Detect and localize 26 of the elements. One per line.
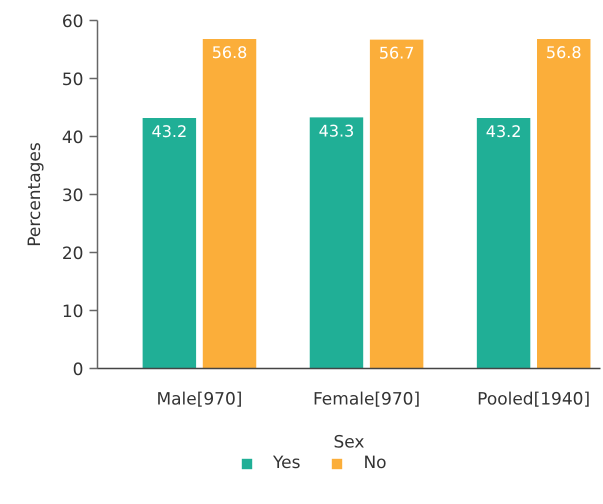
y-tick-label: 50 xyxy=(62,70,84,90)
y-tick-label: 40 xyxy=(62,128,84,148)
y-tick-label: 30 xyxy=(62,186,84,206)
data-label: 43.2 xyxy=(152,122,188,141)
y-tick-label: 60 xyxy=(62,12,84,32)
bar xyxy=(310,117,364,368)
data-label: 56.8 xyxy=(212,43,248,62)
bar xyxy=(537,39,590,368)
bar xyxy=(476,118,530,368)
bar xyxy=(142,118,196,368)
y-tick-label: 0 xyxy=(72,360,84,380)
data-label: 56.8 xyxy=(546,43,582,62)
x-tick-label: Pooled[1940] xyxy=(477,390,590,410)
x-tick-label: Female[970] xyxy=(312,390,420,410)
x-axis-title: Sex xyxy=(333,432,365,452)
data-label: 43.2 xyxy=(486,122,522,141)
y-axis-title: Percentages xyxy=(24,142,45,247)
bar xyxy=(202,39,256,368)
bar xyxy=(370,40,424,368)
data-label: 43.3 xyxy=(318,121,354,140)
legend-label: Yes xyxy=(273,454,300,473)
legend-label: No xyxy=(363,454,387,473)
y-tick-label: 20 xyxy=(62,244,84,264)
x-tick-label: Male[970] xyxy=(156,390,242,410)
y-tick-label: 10 xyxy=(62,302,84,322)
data-label: 56.7 xyxy=(378,44,414,63)
